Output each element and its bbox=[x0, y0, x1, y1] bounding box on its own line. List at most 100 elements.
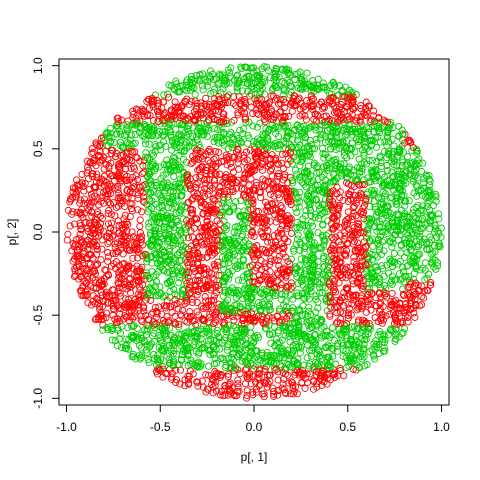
point-green bbox=[298, 132, 306, 140]
point-green bbox=[391, 276, 399, 284]
point-red bbox=[407, 297, 416, 305]
point-red bbox=[275, 262, 283, 270]
point-green bbox=[176, 183, 184, 191]
point-red bbox=[86, 159, 94, 167]
point-red bbox=[261, 118, 269, 126]
point-red bbox=[284, 155, 292, 163]
point-green bbox=[166, 245, 174, 253]
point-green bbox=[305, 81, 313, 89]
point-green bbox=[322, 284, 330, 292]
point-red bbox=[328, 234, 336, 242]
point-red bbox=[327, 94, 335, 102]
point-red bbox=[325, 280, 333, 288]
point-green bbox=[178, 338, 186, 346]
point-red bbox=[210, 260, 218, 268]
point-green bbox=[330, 336, 339, 345]
point-green bbox=[228, 364, 236, 372]
point-red bbox=[347, 181, 355, 189]
point-red bbox=[137, 236, 145, 244]
point-green bbox=[330, 143, 338, 151]
point-green bbox=[287, 129, 295, 137]
point-red bbox=[349, 230, 358, 238]
point-red bbox=[204, 190, 212, 199]
point-green bbox=[355, 325, 363, 333]
point-red bbox=[190, 249, 198, 257]
point-red bbox=[121, 312, 129, 320]
point-red bbox=[254, 110, 262, 118]
point-green bbox=[398, 170, 406, 178]
point-green bbox=[298, 153, 306, 161]
point-green bbox=[146, 197, 154, 205]
point-red bbox=[206, 148, 215, 156]
point-green bbox=[210, 124, 219, 133]
point-green bbox=[314, 271, 322, 279]
point-green bbox=[206, 67, 215, 75]
point-red bbox=[211, 170, 219, 178]
point-red bbox=[228, 384, 236, 392]
point-red bbox=[261, 263, 269, 271]
point-green bbox=[293, 235, 301, 243]
point-green bbox=[220, 245, 228, 253]
point-red bbox=[386, 310, 394, 318]
point-green bbox=[363, 226, 371, 234]
point-green bbox=[246, 262, 254, 270]
point-green bbox=[323, 208, 331, 216]
point-green bbox=[305, 241, 313, 249]
point-red bbox=[134, 290, 142, 298]
point-green bbox=[319, 220, 327, 228]
point-green bbox=[258, 65, 266, 73]
point-red bbox=[281, 389, 289, 397]
point-green bbox=[324, 263, 332, 271]
point-green bbox=[232, 198, 240, 206]
point-green bbox=[373, 253, 381, 261]
point-green bbox=[151, 227, 159, 235]
point-red bbox=[349, 240, 357, 248]
point-red bbox=[407, 299, 415, 307]
point-red bbox=[240, 151, 248, 159]
point-green bbox=[251, 90, 259, 98]
point-green bbox=[233, 326, 241, 335]
point-red bbox=[134, 206, 142, 214]
point-red bbox=[172, 366, 180, 374]
point-red bbox=[308, 95, 316, 103]
point-green bbox=[256, 119, 264, 127]
point-green bbox=[406, 170, 414, 178]
point-green bbox=[385, 269, 393, 277]
point-green bbox=[390, 142, 398, 150]
point-green bbox=[398, 162, 406, 170]
point-green bbox=[207, 335, 215, 344]
point-red bbox=[197, 224, 205, 232]
point-red bbox=[86, 260, 95, 268]
point-red bbox=[126, 176, 134, 184]
point-green bbox=[239, 87, 247, 95]
point-red bbox=[262, 198, 270, 206]
point-green bbox=[200, 344, 208, 352]
point-red bbox=[212, 265, 220, 273]
point-red bbox=[287, 229, 296, 237]
point-green bbox=[321, 208, 329, 216]
point-red bbox=[148, 94, 156, 102]
point-red bbox=[341, 232, 349, 240]
point-green bbox=[395, 148, 403, 156]
point-red bbox=[281, 171, 289, 179]
point-red bbox=[334, 109, 342, 117]
point-red bbox=[234, 380, 242, 388]
point-red bbox=[120, 237, 128, 245]
point-green bbox=[319, 276, 328, 284]
point-green bbox=[180, 346, 188, 354]
point-red bbox=[331, 201, 339, 209]
point-red bbox=[266, 98, 274, 106]
point-green bbox=[130, 125, 139, 133]
point-green bbox=[295, 173, 304, 181]
point-red bbox=[354, 219, 362, 227]
point-red bbox=[340, 321, 348, 329]
point-red bbox=[341, 218, 349, 226]
point-green bbox=[263, 63, 271, 71]
point-green bbox=[324, 361, 332, 369]
point-red bbox=[210, 292, 218, 300]
point-red bbox=[219, 110, 227, 118]
point-green bbox=[265, 302, 274, 311]
point-red bbox=[93, 245, 101, 254]
point-green bbox=[378, 195, 386, 203]
point-green bbox=[313, 322, 321, 330]
